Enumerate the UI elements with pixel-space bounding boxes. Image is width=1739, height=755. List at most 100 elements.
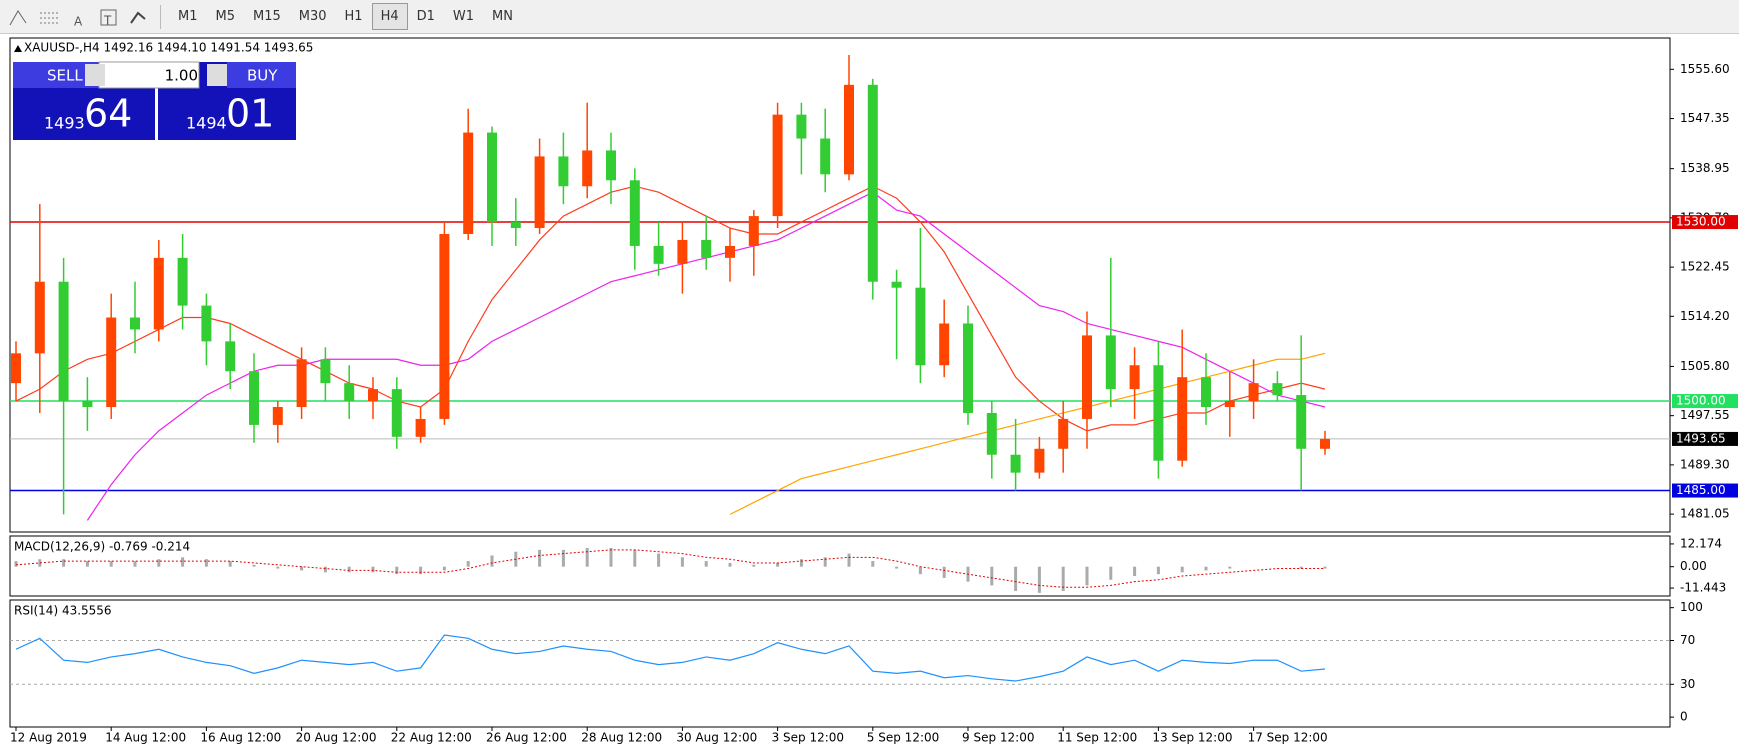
- candle-body: [1272, 383, 1283, 396]
- timeframe-button[interactable]: D1: [416, 9, 435, 24]
- candle-body: [225, 341, 236, 372]
- y-tick-label: 1514.20: [1680, 309, 1730, 323]
- candle-body: [820, 138, 831, 175]
- candle-body: [34, 281, 45, 354]
- y-tick-label: 1481.05: [1680, 507, 1730, 521]
- y-tick-label: -11.443: [1680, 581, 1726, 595]
- x-tick-label: 17 Sep 12:00: [1248, 731, 1328, 745]
- x-tick-label: 20 Aug 12:00: [296, 731, 377, 745]
- candle-body: [1129, 365, 1140, 390]
- candle-body: [725, 245, 735, 258]
- ask-big: 1494: [186, 114, 227, 133]
- current-price-box: [1672, 431, 1738, 446]
- candle-body: [867, 84, 878, 282]
- macd-panel: [9, 535, 1671, 597]
- y-tick-label: 100: [1680, 600, 1703, 614]
- ask-small: 01: [226, 92, 274, 136]
- rsi-line: [15, 634, 1326, 682]
- toolbar: A T M1 M5 M15 M30 H1 H4 D1 W1 MN: [0, 0, 1739, 34]
- level-label: 1485.00: [1676, 483, 1726, 497]
- candle-body: [653, 245, 664, 264]
- candle-body: [439, 233, 450, 419]
- candle-body: [986, 412, 997, 455]
- macd-title: MACD(12,26,9) -0.769 -0.214: [14, 540, 190, 554]
- candle-body: [606, 150, 616, 181]
- candle-body: [1153, 365, 1164, 461]
- tool-icon[interactable]: [6, 5, 32, 29]
- level-label-box: [1672, 394, 1738, 409]
- y-tick-label: 1547.35: [1680, 111, 1730, 125]
- tool-icon[interactable]: A: [66, 5, 92, 29]
- moving-average: [15, 185, 1326, 432]
- svg-text:A: A: [74, 14, 83, 28]
- candle-body: [1105, 335, 1116, 390]
- candle-body: [1320, 438, 1330, 449]
- tool-icon[interactable]: [36, 5, 62, 29]
- candle-body: [772, 114, 783, 217]
- y-tick-label: 30: [1680, 677, 1695, 691]
- tool-icon[interactable]: [126, 5, 152, 29]
- y-tick-label: 1505.80: [1680, 359, 1730, 373]
- candle-body: [106, 317, 117, 408]
- timeframe-button[interactable]: M30: [298, 9, 327, 24]
- candle-body: [558, 156, 569, 187]
- candle-body: [1296, 395, 1307, 449]
- candle-body: [249, 371, 259, 425]
- x-tick-label: 22 Aug 12:00: [391, 731, 472, 745]
- lots-input[interactable]: 1.00: [165, 67, 198, 85]
- buy-button[interactable]: BUY: [247, 67, 278, 85]
- x-tick-label: 3 Sep 12:00: [772, 731, 844, 745]
- separator: [160, 4, 161, 29]
- candle-body: [487, 132, 497, 223]
- timeframe-button[interactable]: M15: [253, 9, 281, 24]
- candle-body: [1224, 401, 1235, 408]
- candle-body: [82, 401, 93, 408]
- x-tick-label: 26 Aug 12:00: [486, 731, 567, 745]
- chart: XAUUSD-,H4 1492.16 1494.10 1491.54 1493.…: [9, 37, 1738, 745]
- candle-body: [963, 323, 973, 413]
- level-label-box: [1672, 215, 1738, 230]
- x-tick-label: 9 Sep 12:00: [962, 731, 1034, 745]
- timeframe-button[interactable]: H4: [371, 3, 408, 30]
- candle-body: [534, 156, 545, 229]
- x-tick-label: 12 Aug 2019: [10, 731, 87, 745]
- timeframe-button[interactable]: H1: [344, 9, 363, 24]
- timeframe-button[interactable]: M5: [215, 9, 236, 24]
- candle-body: [296, 359, 307, 408]
- candle-body: [272, 407, 283, 425]
- candle-body: [201, 305, 212, 342]
- bid-big: 1493: [44, 114, 85, 133]
- timeframe-button[interactable]: MN: [492, 9, 513, 24]
- candle-body: [177, 257, 188, 306]
- x-tick-label: 28 Aug 12:00: [581, 731, 662, 745]
- candle-body: [391, 389, 402, 437]
- candle-body: [891, 281, 902, 288]
- candle-body: [915, 287, 926, 366]
- chart-header: XAUUSD-,H4 1492.16 1494.10 1491.54 1493.…: [24, 41, 313, 55]
- rsi-panel: [9, 599, 1671, 728]
- candle-body: [1177, 377, 1188, 461]
- candle-body: [510, 222, 521, 229]
- candle-body: [582, 150, 593, 187]
- timeframe-button[interactable]: M1: [178, 9, 198, 24]
- tool-icon[interactable]: T: [96, 5, 122, 29]
- moving-average: [729, 352, 1326, 515]
- timeframe-button[interactable]: W1: [452, 9, 475, 24]
- y-tick-label: 1489.30: [1680, 457, 1730, 471]
- candle-body: [1058, 418, 1069, 449]
- candle-body: [130, 317, 140, 330]
- trade-panel: SELL BUY 1.00 1493 64 1494 01: [13, 61, 296, 140]
- candle-body: [1248, 383, 1259, 402]
- candle-body: [58, 281, 69, 402]
- candle-body: [368, 389, 378, 402]
- level-label: 1500.00: [1676, 394, 1726, 408]
- level-label-box: [1672, 483, 1738, 498]
- candle-body: [320, 359, 331, 384]
- price-panel: [9, 37, 1671, 533]
- level-label: 1530.00: [1676, 215, 1726, 229]
- sell-button[interactable]: SELL: [47, 67, 83, 85]
- candle-body: [415, 418, 426, 437]
- candle-body: [939, 323, 950, 366]
- y-tick-label: 1497.55: [1680, 408, 1730, 422]
